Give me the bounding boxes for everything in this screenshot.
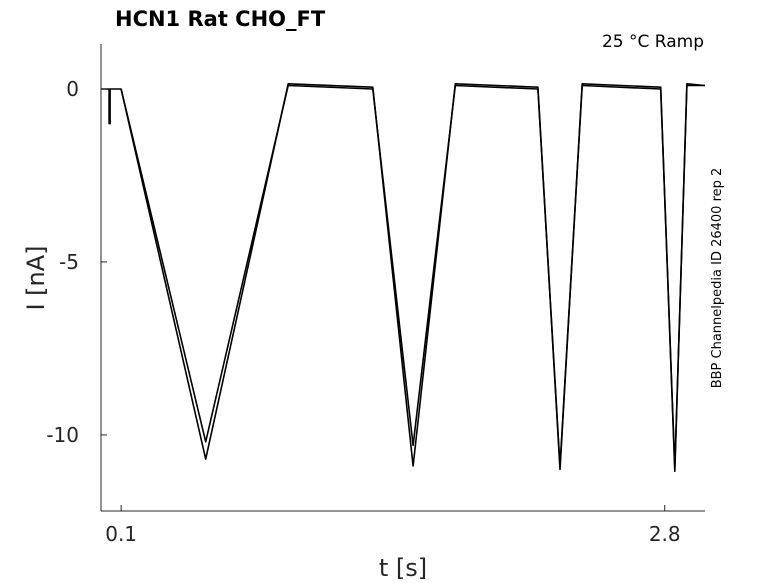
plot-lines xyxy=(101,83,706,473)
y-tick-label: -5 xyxy=(59,250,79,274)
y-ticks: 0 -5 -10 xyxy=(46,77,107,447)
y-tick-label: 0 xyxy=(66,77,79,101)
current-trace-2 xyxy=(120,83,706,473)
condition-annotation: 25 °C Ramp xyxy=(602,32,704,52)
channelpedia-id-label: BBP Channelpedia ID 26400 rep 2 xyxy=(710,168,725,389)
y-tick-label: -10 xyxy=(46,423,79,447)
current-trace-1 xyxy=(101,84,705,469)
x-ticks: 0.1 2.8 xyxy=(105,505,681,546)
x-tick-label: 0.1 xyxy=(105,522,137,546)
y-axis-label: I [nA] xyxy=(22,245,50,310)
chart-title: HCN1 Rat CHO_FT xyxy=(115,7,326,31)
x-tick-label: 2.8 xyxy=(649,522,681,546)
x-axis-label: t [s] xyxy=(379,554,427,582)
